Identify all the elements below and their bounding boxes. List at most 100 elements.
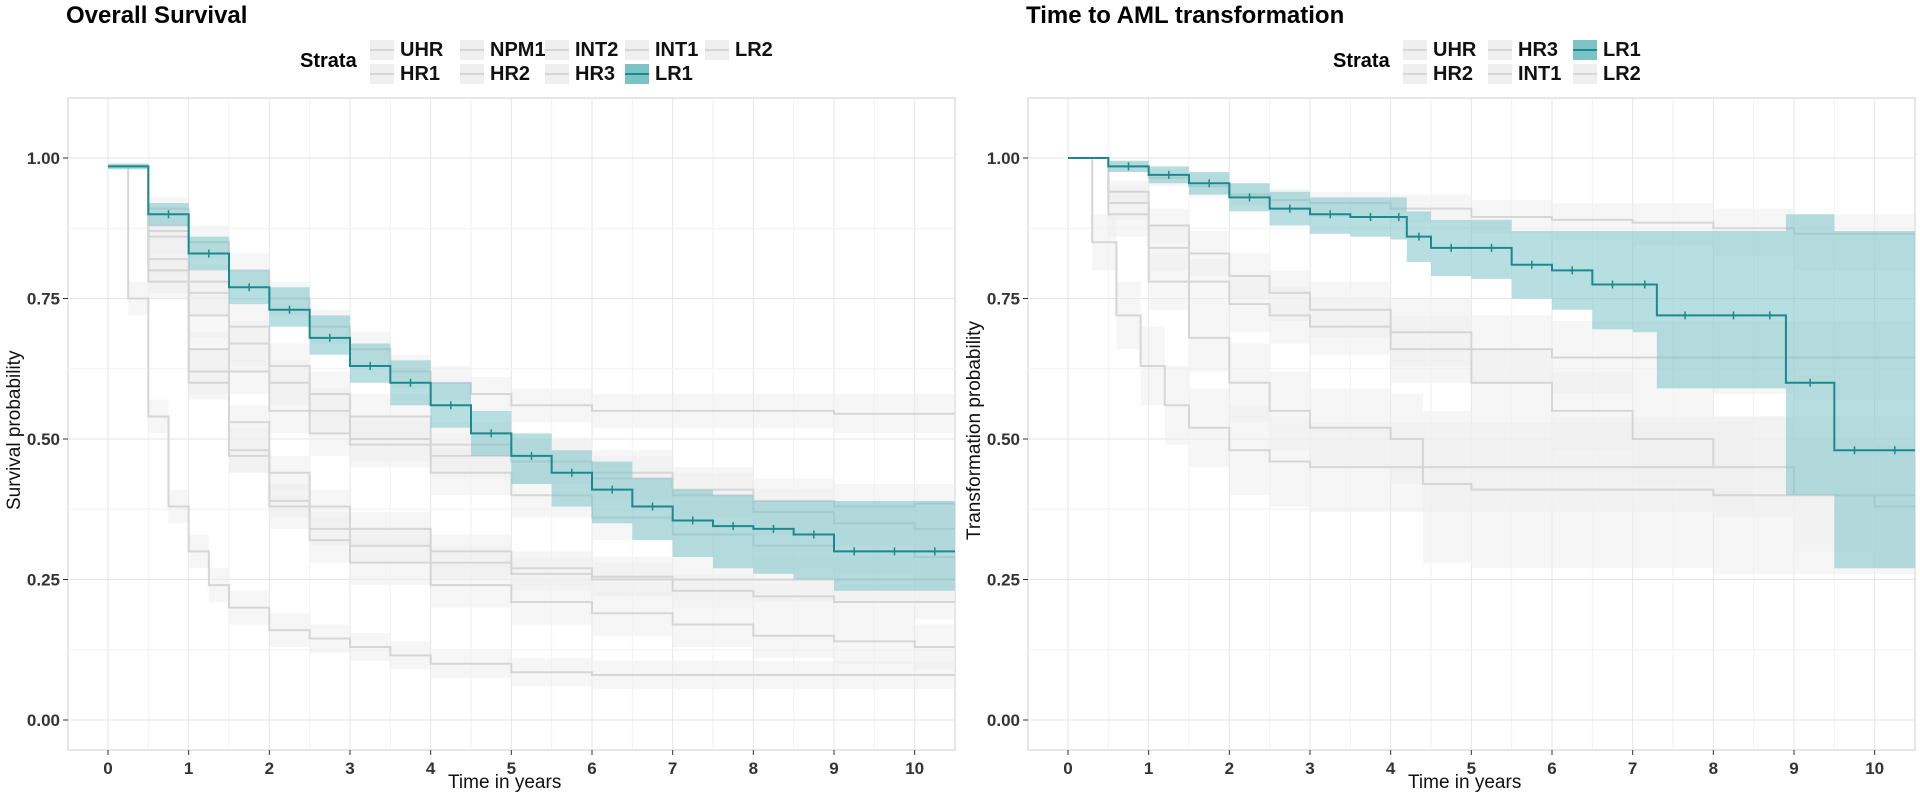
x-tick-label: 6 <box>1547 759 1556 778</box>
censor-mark <box>366 361 375 370</box>
y-axis-title: Transformation probability <box>964 321 985 540</box>
censor-mark <box>729 522 738 531</box>
legend-key-line <box>545 73 569 75</box>
legend-key <box>370 64 394 84</box>
y-tick-label: 1.00 <box>27 149 60 168</box>
censor-mark <box>446 401 455 410</box>
censor-mark <box>325 333 334 342</box>
legend: Strata UHR NPM1 INT2 INT1 LR2 HR1 HR2 HR3 LR1 <box>300 38 773 88</box>
legend-label: HR3 <box>575 62 616 85</box>
censor-mark <box>1447 243 1456 252</box>
legend-item-uhr: UHR <box>370 38 443 62</box>
legend-item-hr2: HR2 <box>1403 62 1473 86</box>
legend-key-line <box>625 73 649 75</box>
line-npm1 <box>108 165 955 603</box>
legend-key <box>1488 40 1512 60</box>
censor-mark <box>1640 280 1649 289</box>
censor-mark <box>1608 280 1617 289</box>
legend-item-uhr: UHR <box>1403 38 1476 62</box>
x-tick-label: 3 <box>1305 759 1314 778</box>
y-tick-label: 0.00 <box>27 711 60 730</box>
legend-key-line <box>370 73 394 75</box>
censor-mark <box>1890 446 1899 455</box>
censor-mark <box>527 451 536 460</box>
legend-key <box>370 40 394 60</box>
censor-mark <box>1366 213 1375 222</box>
chart-title: Time to AML transformation <box>1026 2 1345 29</box>
y-tick-label: 0.25 <box>27 571 60 590</box>
censor-mark <box>1124 162 1133 171</box>
censor-mark <box>1487 243 1496 252</box>
legend-label: UHR <box>1433 38 1477 61</box>
legend-key-line <box>1573 73 1597 75</box>
censor-mark <box>930 547 939 556</box>
x-tick-label: 10 <box>1865 759 1884 778</box>
y-tick-label: 0.75 <box>987 290 1020 309</box>
censor-mark <box>1285 204 1294 213</box>
censor-mark <box>1394 213 1403 222</box>
censor-mark <box>688 516 697 525</box>
legend-key <box>545 64 569 84</box>
legend-key <box>460 40 484 60</box>
censor-mark <box>245 283 254 292</box>
legend-key <box>460 64 484 84</box>
y-tick-label: 0.50 <box>27 430 60 449</box>
censor-mark <box>1164 170 1173 179</box>
legend-key-line <box>460 49 484 51</box>
y-tick-label: 0.50 <box>987 430 1020 449</box>
x-tick-label: 0 <box>1063 759 1072 778</box>
censor-mark <box>487 429 496 438</box>
x-tick-label: 2 <box>1225 759 1234 778</box>
y-tick-label: 0.00 <box>987 711 1020 730</box>
legend-item-lr2: LR2 <box>705 38 773 62</box>
x-tick-label: 0 <box>103 759 112 778</box>
censor-mark <box>164 210 173 219</box>
legend-key-line <box>1403 73 1427 75</box>
legend-item-lr2: LR2 <box>1573 62 1641 86</box>
x-axis-title: Time in years <box>1408 772 1522 793</box>
x-tick-label: 8 <box>749 759 758 778</box>
legend-key-line <box>1488 73 1512 75</box>
legend-label: HR2 <box>490 62 531 85</box>
aml-transformation-panel: Time to AML transformation Strata UHR HR3… <box>960 0 1920 800</box>
legend-key <box>1573 64 1597 84</box>
x-tick-label: 7 <box>668 759 677 778</box>
legend-key-line <box>625 49 649 51</box>
band-uhr <box>1068 158 1754 513</box>
overall-survival-panel: Overall Survival Strata UHR NPM1 INT2 INT1 L… <box>4 2 956 793</box>
legend-item-hr3: HR3 <box>545 62 615 86</box>
line-hr3 <box>108 165 955 648</box>
legend-label: UHR <box>400 38 444 61</box>
censor-mark <box>850 547 859 556</box>
censor-mark <box>890 547 899 556</box>
censor-mark <box>1326 210 1335 219</box>
x-tick-label: 5 <box>1467 759 1476 778</box>
legend-key <box>1573 40 1597 60</box>
x-tick-label: 3 <box>345 759 354 778</box>
band-int2 <box>108 163 955 535</box>
x-axis-title: Time in years <box>448 772 562 793</box>
x-tick-label: 9 <box>1789 759 1798 778</box>
censor-mark <box>1806 378 1815 387</box>
legend-key <box>1403 64 1427 84</box>
legend-key <box>625 40 649 60</box>
x-tick-label: 5 <box>507 759 516 778</box>
legend-label: LR2 <box>735 38 773 61</box>
legend-key <box>625 64 649 84</box>
legend-label: HR2 <box>1433 62 1474 85</box>
censor-mark <box>1527 260 1536 269</box>
x-tick-label: 1 <box>1144 759 1153 778</box>
x-tick-label: 7 <box>1628 759 1637 778</box>
censor-mark <box>1414 232 1423 241</box>
legend-key <box>545 40 569 60</box>
legend-label: LR1 <box>1603 38 1641 61</box>
censor-marks <box>1124 162 1899 455</box>
x-tick-label: 9 <box>829 759 838 778</box>
censor-mark <box>1850 446 1859 455</box>
legend-key <box>705 40 729 60</box>
legend-key <box>1403 40 1427 60</box>
x-tick-label: 10 <box>905 759 924 778</box>
line-uhr <box>108 165 955 677</box>
censor-mark <box>406 378 415 387</box>
y-tick-label: 0.75 <box>27 290 60 309</box>
